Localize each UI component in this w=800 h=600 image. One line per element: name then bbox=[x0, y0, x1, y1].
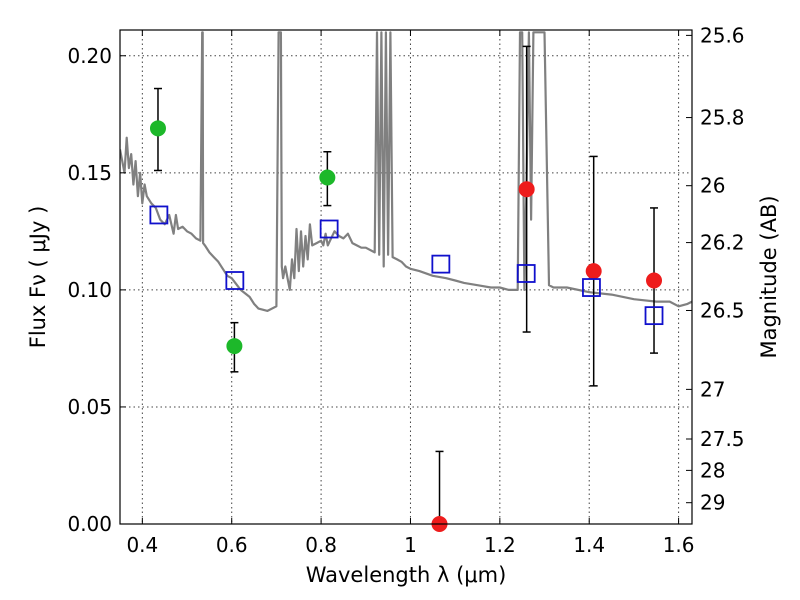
model-flux-square bbox=[319, 219, 339, 239]
detected-flux-point bbox=[226, 338, 243, 355]
model-layer bbox=[120, 31, 692, 312]
y2-axis-title: Magnitude (AB) bbox=[757, 195, 781, 358]
detected-flux-point bbox=[149, 120, 166, 137]
y-tick-label: 0.00 bbox=[67, 512, 112, 536]
nondetected-flux-point bbox=[518, 181, 535, 198]
y2-tick-label: 25.6 bbox=[700, 23, 745, 47]
model-flux-square bbox=[582, 278, 601, 297]
y2-tick-label: 27 bbox=[700, 377, 725, 401]
y2-tick-label: 26 bbox=[700, 174, 725, 198]
x-tick-label: 1 bbox=[404, 533, 417, 557]
y2-tick-label: 25.8 bbox=[700, 106, 745, 130]
x-tick-label: 0.8 bbox=[305, 533, 337, 557]
y2-tick-label: 27.5 bbox=[700, 427, 745, 451]
x-tick-label: 1.6 bbox=[663, 533, 695, 557]
ticks-layer: 0.4 0.6 0.8 1 1.2 1.4 1.6 0.00 0.05 0.10 0.15 0.20 2… bbox=[67, 23, 744, 557]
x-axis-title: Wavelength λ (μm) bbox=[306, 563, 507, 587]
x-tick-label: 1.4 bbox=[573, 533, 605, 557]
points-layer bbox=[149, 45, 664, 532]
y-axis-title: Flux Fν ( μJy ) bbox=[26, 206, 50, 349]
x-tick-label: 0.4 bbox=[126, 533, 158, 557]
y2-tick-label: 29 bbox=[700, 491, 725, 515]
y2-tick-label: 28 bbox=[700, 458, 725, 482]
x-tick-label: 0.6 bbox=[216, 533, 248, 557]
model-flux-square bbox=[225, 271, 245, 290]
detected-flux-point bbox=[319, 169, 336, 186]
nondetected-flux-point bbox=[585, 263, 602, 280]
y-tick-label: 0.10 bbox=[67, 278, 112, 302]
y-tick-label: 0.15 bbox=[67, 161, 112, 185]
y2-tick-label: 26.5 bbox=[700, 298, 745, 322]
model-flux-square bbox=[516, 264, 536, 283]
x-tick-label: 1.2 bbox=[484, 533, 516, 557]
y-tick-label: 0.20 bbox=[67, 44, 112, 68]
plot-frame bbox=[119, 29, 693, 525]
nondetected-flux-point bbox=[646, 272, 663, 289]
y-tick-label: 0.05 bbox=[67, 395, 112, 419]
model-flux-square bbox=[431, 254, 451, 274]
model-flux-square bbox=[644, 306, 664, 326]
y2-tick-label: 26.2 bbox=[700, 231, 745, 255]
sed-model-line bbox=[120, 31, 692, 312]
model-flux-square bbox=[149, 205, 169, 225]
